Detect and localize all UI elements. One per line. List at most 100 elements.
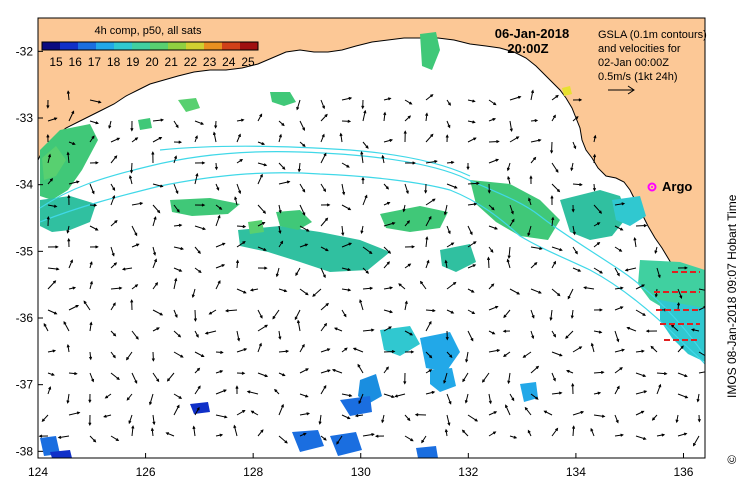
velocity-arrow-head — [493, 411, 498, 415]
velocity-arrow-head — [278, 230, 282, 235]
velocity-arrow-head — [539, 246, 543, 251]
velocity-arrow — [312, 288, 322, 297]
velocity-arrow-head — [419, 280, 424, 285]
velocity-arrow — [236, 225, 246, 228]
velocity-arrow — [257, 114, 263, 122]
velocity-arrow — [278, 134, 282, 143]
velocity-arrow-head — [261, 142, 266, 146]
velocity-arrow-head — [550, 150, 554, 154]
velocity-arrow-head — [389, 138, 394, 142]
velocity-arrow — [110, 302, 116, 311]
velocity-arrow-head — [407, 263, 412, 267]
velocity-arrow — [383, 350, 395, 353]
velocity-arrow-head — [331, 368, 336, 372]
velocity-arrow-head — [354, 414, 359, 418]
velocity-arrow-head — [599, 308, 603, 312]
velocity-arrow — [467, 182, 479, 185]
velocity-arrow-head — [195, 334, 199, 338]
velocity-arrow — [362, 195, 368, 206]
velocity-arrow — [276, 267, 280, 277]
velocity-arrow-head — [237, 133, 241, 138]
velocity-arrow — [572, 267, 581, 272]
velocity-arrow — [572, 426, 575, 437]
velocity-arrow-head — [387, 97, 392, 101]
velocity-arrow-head — [469, 231, 473, 236]
velocity-arrow-head — [684, 266, 688, 270]
velocity-arrow — [89, 281, 93, 290]
velocity-arrow-head — [159, 184, 164, 188]
legend-arrow-icon — [608, 85, 635, 95]
velocity-arrow-head — [359, 299, 363, 303]
velocity-arrow-head — [66, 151, 70, 156]
velocity-arrow — [634, 237, 637, 248]
velocity-arrow — [89, 225, 98, 231]
velocity-arrow-head — [472, 99, 476, 103]
colorbar-segment — [168, 42, 187, 50]
velocity-arrow-head — [121, 267, 126, 271]
velocity-arrow-head — [326, 203, 331, 207]
velocity-arrow-head — [620, 286, 624, 290]
velocity-arrow — [320, 267, 326, 278]
velocity-arrow-head — [72, 286, 77, 290]
velocity-arrow — [676, 414, 679, 423]
velocity-arrow-head — [135, 336, 139, 340]
velocity-arrow-head — [302, 189, 306, 193]
velocity-arrow-head — [52, 280, 57, 284]
velocity-arrow-head — [285, 349, 290, 353]
velocity-arrow — [193, 426, 196, 437]
velocity-arrow-head — [706, 289, 708, 291]
velocity-arrow — [47, 280, 56, 290]
velocity-arrow-head — [575, 116, 579, 120]
velocity-arrow — [278, 204, 282, 213]
velocity-arrow-head — [233, 424, 237, 429]
velocity-arrow-head — [507, 380, 511, 385]
velocity-arrow-head — [218, 206, 223, 210]
velocity-arrow-head — [493, 102, 497, 106]
velocity-arrow-head — [154, 258, 158, 262]
velocity-arrow-head — [444, 428, 448, 433]
velocity-arrow-head — [431, 390, 436, 394]
velocity-arrow-head — [235, 259, 240, 264]
velocity-arrow — [382, 155, 385, 164]
velocity-arrow-head — [430, 133, 434, 138]
velocity-arrow-head — [454, 185, 458, 189]
velocity-arrow — [152, 327, 160, 332]
velocity-arrow-head — [364, 194, 368, 199]
velocity-arrow-head — [503, 314, 507, 319]
velocity-arrow — [530, 139, 541, 143]
velocity-arrow-head — [91, 135, 95, 139]
velocity-arrow-head — [347, 207, 352, 211]
velocity-arrow-head — [322, 105, 325, 110]
velocity-arrow-head — [76, 411, 81, 415]
velocity-arrow — [677, 433, 687, 437]
velocity-arrow-head — [620, 227, 624, 231]
velocity-arrow-head — [71, 110, 75, 114]
velocity-arrow-head — [250, 410, 255, 414]
velocity-arrow-head — [534, 262, 538, 266]
velocity-arrow — [446, 393, 452, 404]
velocity-arrow-head — [598, 210, 603, 214]
velocity-arrow-head — [74, 372, 78, 376]
velocity-arrow — [47, 204, 57, 208]
velocity-arrow — [530, 262, 537, 269]
velocity-arrow-head — [487, 190, 491, 194]
velocity-arrow-head — [302, 127, 305, 132]
x-tick-label: 126 — [136, 465, 156, 479]
velocity-arrow-head — [394, 394, 398, 398]
x-tick-label: 132 — [458, 465, 478, 479]
velocity-arrow — [234, 197, 238, 206]
velocity-arrow-head — [280, 240, 284, 245]
velocity-arrow-head — [567, 296, 571, 300]
velocity-arrow — [110, 372, 120, 380]
velocity-arrow — [444, 204, 448, 215]
velocity-arrow-head — [157, 209, 161, 214]
velocity-arrow — [353, 347, 364, 353]
velocity-arrow-head — [116, 137, 121, 141]
velocity-arrow — [215, 351, 223, 354]
colorbar-tick-label: 17 — [88, 55, 102, 69]
velocity-arrow — [551, 372, 556, 381]
red-markers — [654, 271, 700, 341]
velocity-arrow — [509, 136, 519, 143]
velocity-arrow-head — [571, 208, 575, 213]
velocity-arrow-head — [447, 422, 451, 427]
